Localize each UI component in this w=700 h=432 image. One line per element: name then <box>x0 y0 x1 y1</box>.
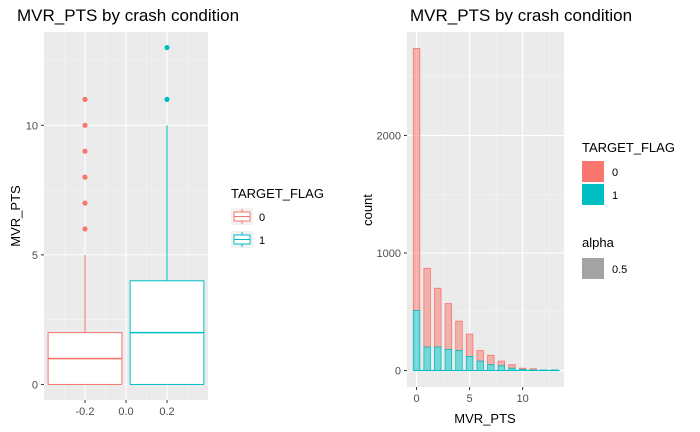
histogram-legend-title: TARGET_FLAG <box>582 140 675 155</box>
boxplot-title: MVR_PTS by crash condition <box>17 6 239 25</box>
bar-target-0 <box>487 354 495 366</box>
bar-target-1 <box>487 364 495 371</box>
bar-target-0 <box>465 333 474 357</box>
boxplot-marks <box>47 44 205 385</box>
bar-target-0 <box>476 350 484 362</box>
histogram-legend-target: TARGET_FLAG 0 1 <box>582 140 675 205</box>
bar-target-0 <box>412 48 421 311</box>
alpha-legend-title: alpha <box>582 235 615 250</box>
x-tick-label: 0.0 <box>118 406 133 418</box>
box-outlier-point <box>82 148 88 154</box>
alpha-legend-swatch <box>582 258 604 279</box>
boxplot-legend-title: TARGET_FLAG <box>231 186 324 201</box>
bar-target-0 <box>434 287 442 348</box>
boxplot-axes: 0 5 10 -0.2 0.0 0.2 <box>26 120 175 418</box>
histogram-legend-alpha: alpha 0.5 <box>582 235 627 279</box>
x-tick-label: 10 <box>517 393 529 405</box>
legend-item-label: 0 <box>259 212 265 224</box>
histogram-x-axis-label: MVR_PTS <box>454 411 516 426</box>
histogram-plot-background <box>407 32 564 387</box>
bar-target-1 <box>465 356 474 371</box>
legend-item-label: 1 <box>259 235 265 247</box>
box-outlier-point <box>82 200 88 206</box>
boxplot-y-axis-label: MVR_PTS <box>8 185 23 247</box>
bar-target-0 <box>444 303 453 350</box>
x-tick-label: 0.2 <box>159 406 174 418</box>
y-tick-label: 0 <box>32 379 38 391</box>
box-outlier-point <box>164 44 170 51</box>
y-tick-label: 0 <box>395 366 401 378</box>
bar-target-1 <box>434 346 442 371</box>
bar-target-1 <box>423 346 431 371</box>
box-outlier-point <box>82 122 88 128</box>
y-tick-label: 10 <box>26 120 38 132</box>
bar-target-0 <box>508 364 516 369</box>
histogram-y-axis-label: count <box>360 194 375 226</box>
bar-target-1 <box>497 365 506 371</box>
box-outlier-point <box>82 174 88 180</box>
legend-key-swatch <box>582 161 604 182</box>
box-outlier-point <box>82 226 88 232</box>
box-outlier-point <box>164 96 170 102</box>
boxplot-legend: TARGET_FLAG 0 1 <box>231 186 324 248</box>
histogram-title: MVR_PTS by crash condition <box>410 6 632 25</box>
alpha-legend-label: 0.5 <box>612 264 627 276</box>
box-outlier-point <box>82 96 88 102</box>
legend-key-swatch <box>582 184 604 205</box>
y-tick-label: 2000 <box>377 130 401 142</box>
y-tick-label: 5 <box>32 250 38 262</box>
bar-target-1 <box>444 348 453 371</box>
histogram-marks <box>412 48 560 372</box>
x-tick-label: -0.2 <box>76 406 95 418</box>
bar-target-1 <box>412 310 421 371</box>
bar-target-0 <box>497 360 506 367</box>
bar-target-0 <box>423 267 431 348</box>
histogram-axes: 0 1000 2000 0 5 10 <box>377 130 529 405</box>
y-tick-label: 1000 <box>377 248 401 260</box>
legend-item-label: 0 <box>612 167 618 179</box>
bar-target-1 <box>455 350 463 371</box>
x-tick-label: 5 <box>467 393 473 405</box>
legend-item-label: 1 <box>612 190 618 202</box>
bar-target-1 <box>476 360 484 371</box>
x-tick-label: 0 <box>413 393 419 405</box>
bar-target-0 <box>455 320 463 351</box>
